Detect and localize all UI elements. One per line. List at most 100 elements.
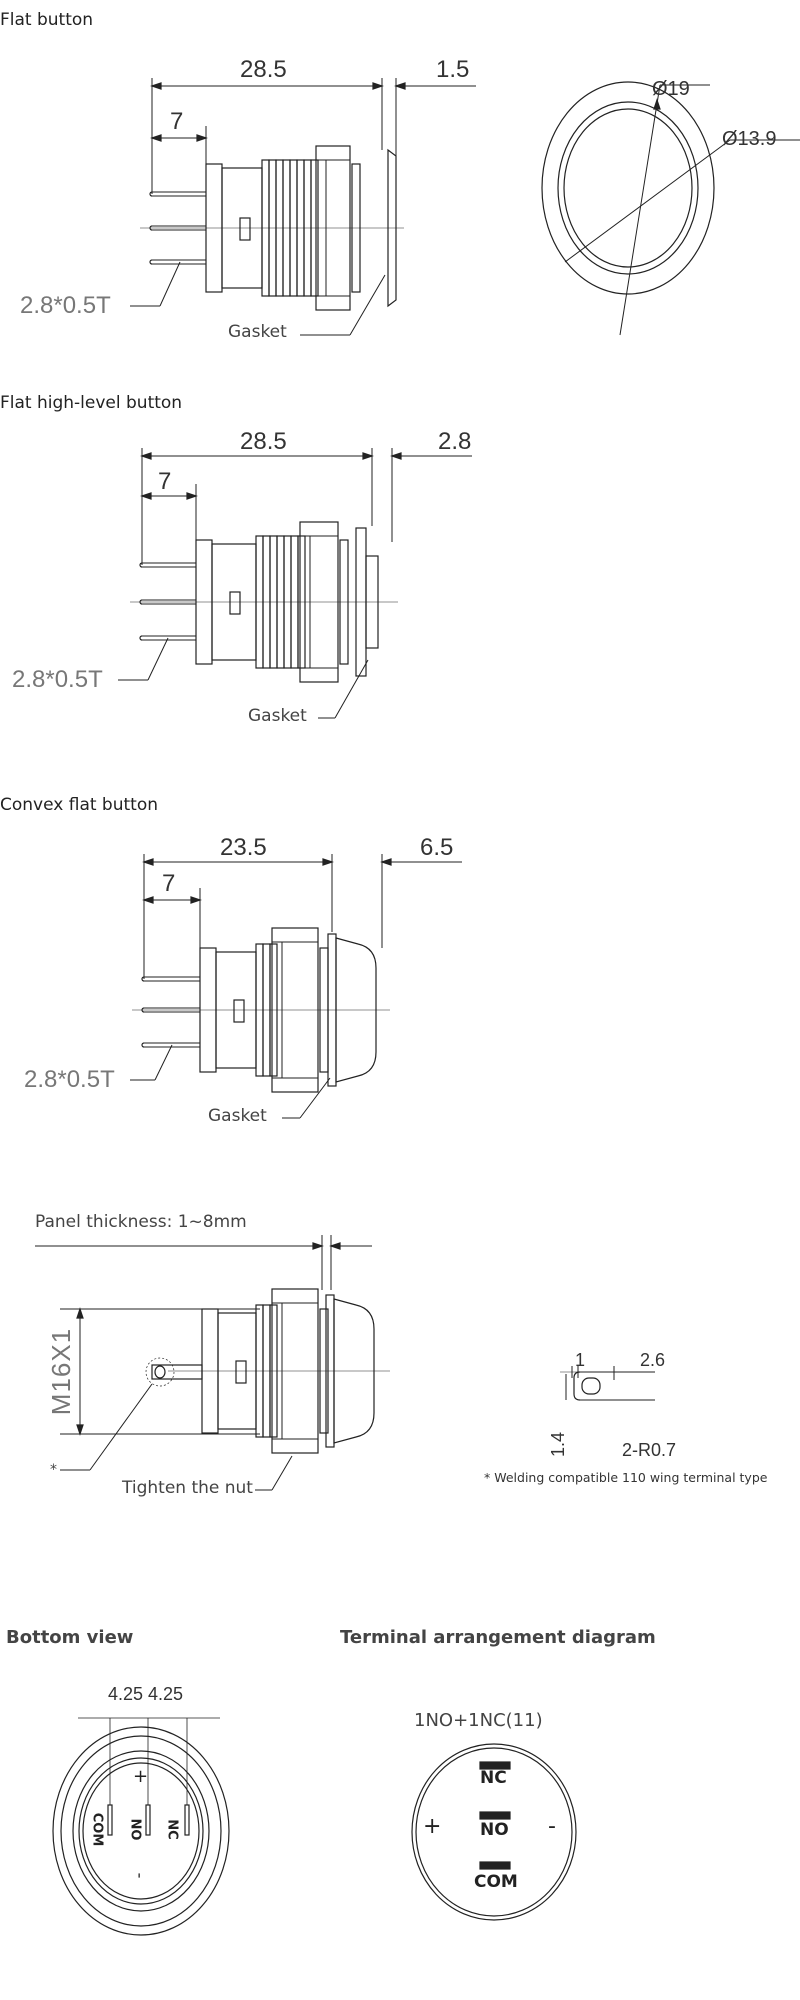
- detail-circle: [145, 1357, 175, 1387]
- arrow-head: [186, 492, 198, 500]
- dim-front: 2.8: [438, 428, 472, 455]
- body-inner: [78, 1757, 204, 1905]
- dim-front: 1.5: [436, 56, 470, 83]
- arrow-head: [142, 858, 154, 866]
- terminal-plus: +: [423, 1814, 442, 1839]
- tab-hole: [154, 1365, 166, 1379]
- terminal-nc: NC: [480, 1768, 507, 1788]
- terminal-size: 2.8*0.5T: [12, 666, 103, 693]
- arrow-head: [653, 98, 661, 110]
- convex-cap: [333, 1298, 375, 1444]
- bezel-ring: [557, 101, 699, 275]
- terminal-config: 1NO+1NC(11): [414, 1710, 543, 1731]
- bottom-plus: +: [133, 1766, 149, 1787]
- pin-no-slot: [145, 1804, 151, 1836]
- arrow-head: [329, 1242, 341, 1250]
- pin-nc-slot: [184, 1804, 190, 1836]
- leader-line: [147, 637, 169, 681]
- arrow-head: [380, 858, 392, 866]
- outer-diameter: Ø19: [652, 78, 690, 100]
- outer-knurled-ring: [52, 1726, 230, 1936]
- arrow-head: [76, 1424, 84, 1436]
- bottom-view-title: Bottom view: [6, 1627, 134, 1648]
- bottom-pin-com: COM: [89, 1812, 105, 1847]
- arrow-head: [140, 452, 152, 460]
- terminal-minus: -: [548, 1814, 556, 1839]
- latch: [235, 1360, 247, 1384]
- tab-hole: [581, 1377, 601, 1395]
- dim-pin: 7: [170, 108, 184, 135]
- base: [82, 1762, 200, 1900]
- bottom-pin-nc: NC: [164, 1819, 180, 1840]
- asterisk-mark: *: [50, 1462, 57, 1478]
- convex-dimensions: [130, 854, 462, 1119]
- bottom-pin-no: NO: [127, 1818, 143, 1841]
- dim-pin: 7: [158, 468, 172, 495]
- latch: [233, 999, 245, 1023]
- terminal-com: COM: [474, 1872, 518, 1892]
- terminal-slot-1: [479, 1811, 511, 1820]
- latch: [229, 591, 241, 615]
- diameter-line: [564, 139, 731, 263]
- dim-length: 28.5: [240, 56, 287, 83]
- section-title-high-level: Flat high-level button: [0, 393, 183, 413]
- leader-line: [159, 261, 181, 307]
- mounting-side-view: [35, 1235, 372, 1491]
- pin-tip: [141, 1042, 145, 1048]
- terminal-slot-2: [479, 1861, 511, 1870]
- arrow-head: [150, 134, 162, 142]
- high-level-dimensions: [118, 448, 472, 719]
- pin-com-slot: [107, 1804, 113, 1836]
- welding-note: * Welding compatible 110 wing terminal t…: [484, 1470, 768, 1485]
- pin-tip: [139, 635, 143, 641]
- dim-pin: 7: [162, 870, 176, 897]
- arrow-head: [142, 896, 154, 904]
- dim-front: 6.5: [420, 834, 454, 861]
- gasket-label: Gasket: [248, 706, 307, 726]
- high-level-button-side-view: [130, 521, 398, 683]
- flat-button-dimensions: [130, 78, 476, 336]
- terminal-no: NO: [480, 1820, 509, 1840]
- terminal-size: 2.8*0.5T: [24, 1066, 115, 1093]
- flat-cap: [387, 148, 397, 308]
- mounting-body: [168, 1288, 390, 1454]
- terminal-tab-detail: [560, 1366, 655, 1401]
- bottom-minus: -: [130, 1872, 150, 1879]
- arrow-head: [362, 452, 374, 460]
- section-title-flat: Flat button: [0, 10, 94, 30]
- arrow-head: [196, 134, 208, 142]
- leader-line: [154, 1044, 173, 1081]
- button-face: [563, 108, 693, 268]
- thread-label: M16X1: [46, 1327, 77, 1416]
- tab-radius: 2-R0.7: [622, 1440, 677, 1460]
- convex-button-side-view: [132, 927, 390, 1093]
- arrow-head: [390, 452, 402, 460]
- tab-width-2: 2.6: [640, 1350, 666, 1370]
- knurl-inner: [60, 1735, 222, 1927]
- tab-end: [573, 1371, 581, 1401]
- body-ring: [72, 1750, 210, 1912]
- tab-width-1: 1: [575, 1350, 586, 1370]
- leader-line: [89, 1383, 153, 1471]
- solder-tab: [151, 1364, 203, 1380]
- terminal-slot-0: [479, 1761, 511, 1770]
- pitch-1: 4.25: [108, 1684, 144, 1704]
- terminal-outer: [411, 1743, 577, 1921]
- terminal-inner: [415, 1747, 573, 1917]
- tighten-nut-label: Tighten the nut: [122, 1478, 253, 1498]
- flat-button-side-view: [140, 145, 404, 311]
- convex-cap: [335, 937, 377, 1083]
- section-title-convex: Convex flat button: [0, 795, 158, 815]
- gasket-label: Gasket: [228, 322, 287, 342]
- pin-tip: [149, 259, 153, 265]
- diameter-line: [619, 84, 661, 336]
- gasket-label: Gasket: [208, 1106, 267, 1126]
- dim-length: 28.5: [240, 428, 287, 455]
- leader-line: [271, 1455, 293, 1491]
- outer-ring: [541, 81, 715, 295]
- arrow-head: [150, 82, 162, 90]
- terminal-diagram-title: Terminal arrangement diagram: [340, 1627, 656, 1648]
- flat-button-front-view: [541, 81, 800, 336]
- arrow-head: [372, 82, 384, 90]
